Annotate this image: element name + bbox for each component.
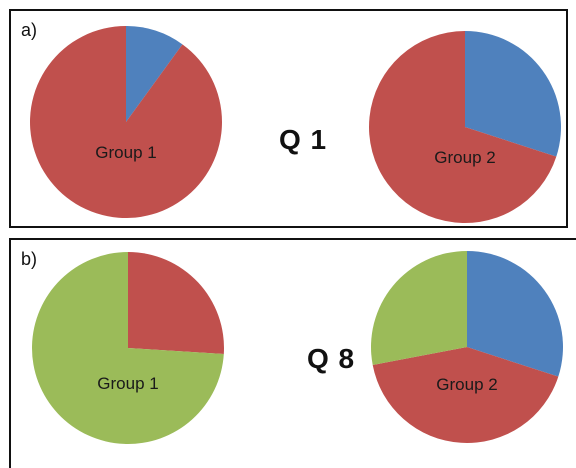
- pie-group-label: Group 1: [97, 374, 158, 393]
- pie-chart-q8-group-1: Group 1: [32, 252, 225, 444]
- pie-group-label: Group 2: [436, 375, 497, 394]
- panel-letter-b: b): [21, 249, 38, 269]
- pie-slice-red: [29, 26, 222, 219]
- pie-chart-q8-group-2: Group 2: [371, 251, 563, 443]
- pie-slice-green: [371, 251, 467, 365]
- pie-slice-red: [372, 347, 559, 443]
- pie-slice-red: [128, 252, 225, 355]
- pie-group-label: Group 2: [434, 148, 495, 167]
- pie-group-label: Group 1: [95, 143, 156, 162]
- pie-slice-blue: [465, 31, 561, 157]
- pie-slice-green: [32, 252, 224, 444]
- question-label-q1: Q 1: [279, 124, 328, 155]
- question-label-q8: Q 8: [307, 343, 356, 374]
- pie-slice-red: [369, 31, 557, 223]
- pie-chart-q1-group-2: Group 2: [369, 31, 561, 223]
- pie-slice-blue: [467, 251, 563, 377]
- pie-chart-q1-group-1: Group 1: [29, 26, 222, 219]
- panel-letter-a: a): [21, 20, 38, 40]
- pie-slice-blue: [126, 26, 183, 122]
